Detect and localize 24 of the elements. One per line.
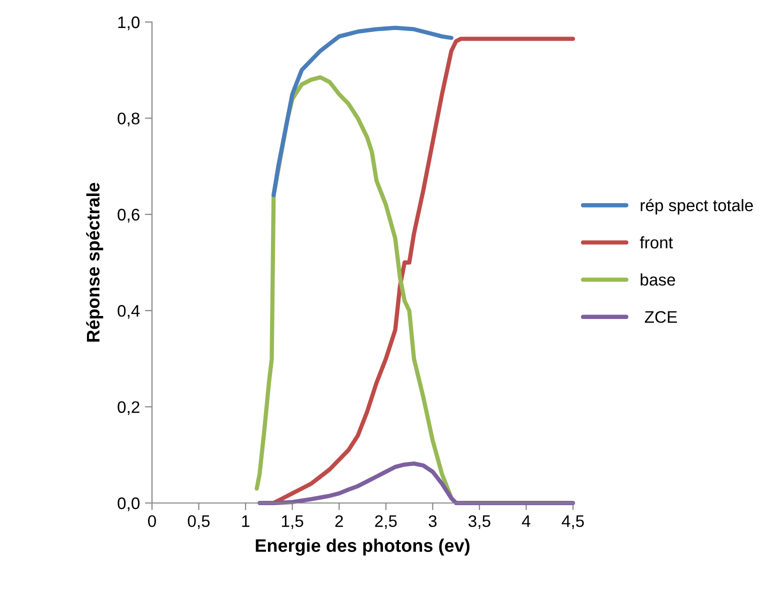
- legend-label: ZCE: [644, 311, 677, 323]
- x-tick-label: 3,5: [468, 515, 490, 530]
- y-tick-label: 0,6: [118, 208, 140, 223]
- x-tick-label: 3: [428, 515, 437, 528]
- line-series: [272, 26, 454, 198]
- x-axis-title: Energie des photons (ev): [256, 538, 470, 556]
- y-tick-label: 1,0: [118, 16, 140, 30]
- x-tick-label: 1: [242, 515, 250, 527]
- x-tick-label: 4: [522, 515, 530, 527]
- y-axis-title: Réponse spéctrale: [86, 182, 104, 342]
- y-tick-label: 0,8: [118, 112, 140, 126]
- legend-label: rép spect totale: [640, 198, 753, 215]
- y-tick-label: 0,4: [118, 305, 140, 319]
- x-tick-label: 0,5: [188, 515, 210, 530]
- legend-label: front: [640, 236, 673, 248]
- x-tick-label: 0: [148, 515, 156, 528]
- x-tick-label: 1,5: [282, 515, 304, 530]
- legend-label: base: [640, 273, 676, 286]
- y-tick-label: 0,0: [118, 497, 140, 512]
- y-tick-label: 0,2: [118, 401, 140, 415]
- x-tick-label: 4,5: [562, 515, 584, 530]
- line-series: [258, 461, 576, 506]
- x-tick-label: 2,5: [375, 515, 397, 530]
- x-tick-label: 2: [335, 515, 343, 527]
